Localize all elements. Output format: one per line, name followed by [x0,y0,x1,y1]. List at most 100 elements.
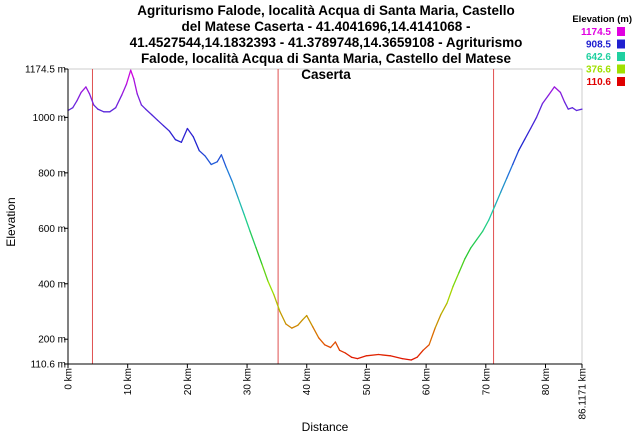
elevation-segment [356,355,368,360]
elevation-segment [494,191,502,207]
elevation-segment [377,353,391,357]
elevation-segment [162,125,171,132]
waypoint-markers [91,69,495,364]
elevation-segment [180,127,189,143]
y-tick-label: 1174.5 m [25,65,66,76]
elevation-segment [225,166,233,182]
y-tick-label: 1000 m [33,113,66,124]
elevation-segment [210,161,218,166]
elevation-segment [458,258,466,274]
elevation-segment [575,108,583,112]
y-tick-label: 200 m [38,335,66,346]
elevation-segment [476,230,484,241]
elevation-segment [517,138,526,152]
elevation-line [67,69,583,361]
elevation-segment [130,69,135,80]
title-line: 41.4527544,14.1832393 - 41.3789748,14.36… [130,35,523,50]
elevation-segment [553,86,562,94]
elevation-segment [88,93,95,106]
elevation-segment [446,285,454,304]
elevation-segment [301,314,308,321]
plot-frame [67,68,583,365]
elevation-segment [216,154,223,163]
legend-value: 1174.5 [581,27,611,38]
elevation-segment [109,107,117,113]
elevation-segment [482,219,490,232]
elevation-segment [144,108,153,116]
legend-swatch [617,52,625,61]
elevation-segment [76,91,82,102]
x-tick-label: 30 km [243,368,254,395]
elevation-segment [261,263,269,282]
title-line: Falode, località Acqua di Santa Maria, C… [141,51,512,66]
x-tick-label: 70 km [481,368,492,395]
chart-title: Agriturismo Falode, località Acqua di Sa… [130,3,523,82]
legend-value: 376.6 [586,65,611,76]
elevation-segment [67,107,74,112]
elevation-segment [464,247,472,260]
elevation-segment [186,127,194,138]
legend-value: 642.6 [586,52,611,63]
elevation-segment [249,230,257,249]
elevation-segment [428,327,436,346]
elevation-segment [306,314,314,328]
title-line: del Matese Caserta - 41.4041696,14.41410… [182,19,471,34]
elevation-segment [312,326,320,339]
plot-area [67,68,583,365]
elevation-segment [416,349,424,358]
elevation-segment [506,163,514,180]
elevation-segment [541,94,550,105]
elevation-segment [350,356,359,360]
elevation-segment [291,324,299,329]
elevation-segment [389,355,403,360]
legend-swatch [617,27,625,36]
x-tick-label: 60 km [422,368,433,395]
elevation-segment [365,353,380,357]
elevation-segment [434,313,442,329]
axes: 110.6 m 200 m 400 m 600 m 800 m 1000 m 1174.5 … [25,65,588,420]
elevation-segment [529,116,538,130]
elevation-segment [547,86,556,96]
elevation-segment [324,344,332,349]
elevation-segment [563,101,569,110]
elevation-segment [512,150,520,166]
elevation-segment [168,130,177,141]
elevation-segment [523,127,532,141]
elevation-segment [150,113,159,121]
legend-title: Elevation (m) [572,14,632,25]
elevation-segment [567,107,573,110]
elevation-segment [267,280,275,296]
elevation-segment [273,294,281,313]
elevation-segment [535,102,544,119]
elevation-segment [440,302,448,315]
elevation-segment [279,310,287,325]
x-axis-label: Distance [302,420,349,434]
elevation-segment [255,247,263,265]
elevation-segment [344,352,353,358]
elevation-segment [97,108,105,113]
elevation-segment [559,91,566,103]
elevation-segment [297,319,304,326]
elevation-segment [93,104,99,110]
x-tick-label: 86.1171 km [578,368,589,420]
elevation-segment [133,77,138,95]
y-axis-label: Elevation [4,197,18,246]
legend-value: 908.5 [586,40,611,51]
elevation-segment [318,337,326,346]
elevation-segment [80,86,87,94]
elevation-segment [334,341,341,351]
elevation-segment [85,86,91,95]
elevation-segment [174,138,183,143]
elevation-segment [136,93,143,106]
x-tick-label: 0 km [64,368,75,390]
elevation-segment [470,238,478,249]
y-tick-label: 600 m [38,224,66,235]
elevation-segment [422,344,430,351]
elevation-segment [571,107,578,112]
elevation-segment [410,356,418,361]
elevation-segment [220,154,227,168]
elevation-segment [140,104,147,110]
title-line: Agriturismo Falode, località Acqua di Sa… [137,3,515,18]
